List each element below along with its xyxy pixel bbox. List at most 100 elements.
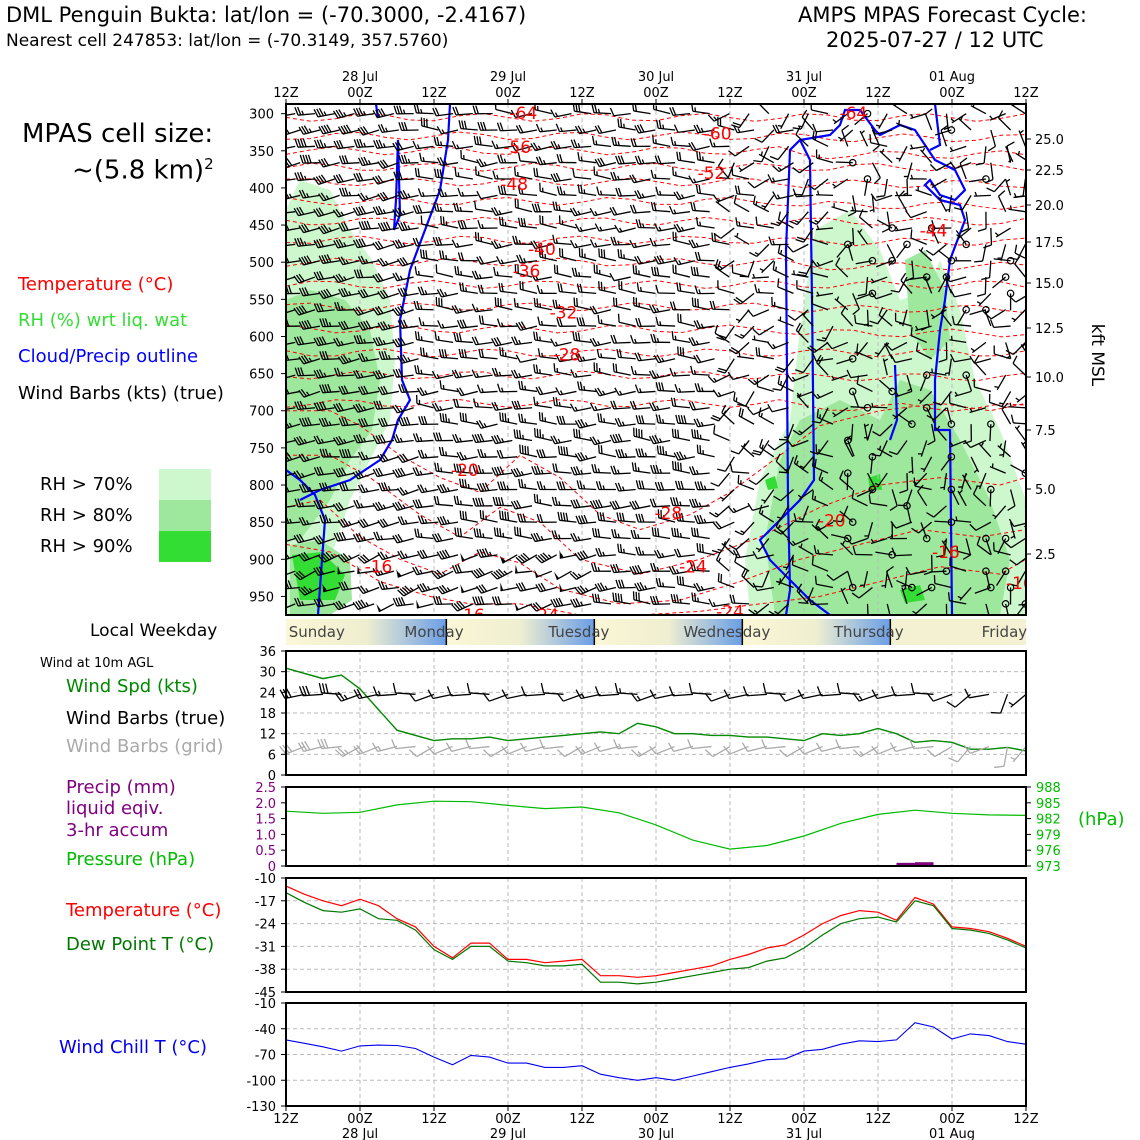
wind-barb: [997, 190, 1007, 212]
wind-barb: [338, 482, 360, 492]
wind-barb: [377, 321, 400, 331]
surface-barb-grid: [741, 742, 768, 753]
bottom-date-label: 29 Jul: [490, 1127, 526, 1140]
bottom-date-label: 30 Jul: [638, 1127, 674, 1140]
legend-dewpoint: Dew Point T (°C): [66, 934, 215, 955]
wind-barb: [357, 385, 380, 396]
wind-barb: [777, 244, 794, 262]
wind-barb: [920, 522, 931, 543]
wind-barb: [610, 236, 631, 246]
wind-barb: [654, 481, 676, 491]
dewpoint-line: [285, 892, 1027, 985]
wind-barb: [418, 317, 439, 327]
wind-barb: [826, 341, 849, 350]
wind-barb: [878, 379, 896, 396]
wind-barb: [894, 312, 913, 327]
forecast-cycle-time: 2025-07-27 / 12 UTC: [826, 28, 1044, 52]
wind-barb: [691, 297, 710, 311]
wind-barb: [843, 469, 852, 491]
surface-barb-true: [836, 683, 860, 695]
wind-barb: [655, 186, 676, 197]
wind-barb: [634, 255, 656, 265]
wind-barb: [962, 424, 972, 445]
wind-barb: [832, 407, 849, 418]
wind-barb: [313, 401, 335, 412]
wind-barb: [392, 596, 414, 607]
wind-barb: [834, 296, 849, 311]
wind-barb: [930, 178, 947, 189]
wind-barb: [594, 125, 617, 135]
wind-barb: [338, 320, 360, 331]
wind-barb: [674, 480, 695, 491]
wind-barb: [635, 317, 656, 327]
wind-barb: [850, 206, 868, 213]
wind-barb: [766, 341, 789, 350]
wind-barb: [870, 276, 888, 284]
wind-barb: [719, 162, 735, 180]
wind-barb: [929, 567, 951, 575]
wind-barb: [886, 244, 896, 266]
wind-barb: [905, 260, 915, 282]
height-tick-label: 22.5: [1035, 164, 1064, 179]
wind-barb: [491, 206, 513, 216]
wind-barb: [810, 104, 829, 115]
wind-barb: [491, 596, 513, 606]
wind-barb: [432, 236, 454, 246]
surface-barb-true: [466, 683, 490, 695]
wind-barb: [1001, 600, 1010, 615]
temperature-contour: [286, 131, 1026, 143]
wind-barb: [577, 151, 597, 164]
wind-barb: [412, 467, 434, 477]
wind-barb: [755, 347, 774, 360]
wind-barb: [934, 425, 947, 441]
wind-barb: [987, 485, 995, 507]
wind-barb: [569, 207, 592, 217]
wind-barb: [353, 334, 375, 345]
surface-barb-true: [446, 686, 472, 697]
height-tick-label: 17.5: [1035, 236, 1064, 251]
pressure-ytick-label: 982: [1036, 813, 1061, 828]
wind-barb: [459, 412, 478, 425]
wind-barb: [1015, 150, 1026, 164]
wind-barb: [953, 195, 972, 211]
wind-barb: [570, 598, 592, 608]
windchill-panel: -10 -40 -70 -100 -130: [246, 997, 1027, 1115]
wind-barb: [1015, 390, 1026, 403]
wind-barb: [946, 407, 956, 428]
wind-barb: [431, 532, 454, 543]
wind-barb: [417, 515, 439, 525]
wind-barb: [293, 470, 316, 480]
wind-barb: [769, 145, 790, 161]
wind-barb: [475, 166, 493, 180]
wind-barb: [476, 482, 498, 493]
wind-barb: [848, 387, 860, 408]
wind-barb: [576, 480, 597, 491]
wind-barb: [352, 469, 375, 480]
wind-barb: [690, 266, 710, 278]
wind-barb: [571, 267, 592, 278]
wind-barb: [933, 574, 952, 589]
wind-barb: [635, 448, 656, 458]
wind-barb: [847, 244, 854, 261]
wind-barb: [313, 303, 335, 313]
surface-barb-true: [649, 689, 675, 700]
wind-barb: [616, 348, 636, 360]
wind-barb: [490, 240, 513, 250]
wind-barb: [755, 538, 770, 553]
wind-barb: [715, 198, 730, 213]
wind-barb: [989, 319, 1011, 329]
wind-barb: [651, 266, 671, 278]
wind-barb: [836, 354, 857, 365]
wind-barb: [377, 551, 400, 561]
temperature-contour-label: -24: [716, 602, 744, 622]
wind-barb: [416, 582, 439, 593]
temperature-contour-label: -64: [510, 104, 538, 124]
wind-barb: [358, 156, 380, 167]
wind-barb: [534, 428, 552, 442]
wind-barb: [515, 582, 538, 592]
wind-barb: [786, 243, 809, 253]
windchill-line: [285, 1022, 1027, 1081]
wind-barb: [377, 257, 400, 267]
wind-barb: [814, 575, 834, 589]
wind-barb: [498, 282, 518, 295]
